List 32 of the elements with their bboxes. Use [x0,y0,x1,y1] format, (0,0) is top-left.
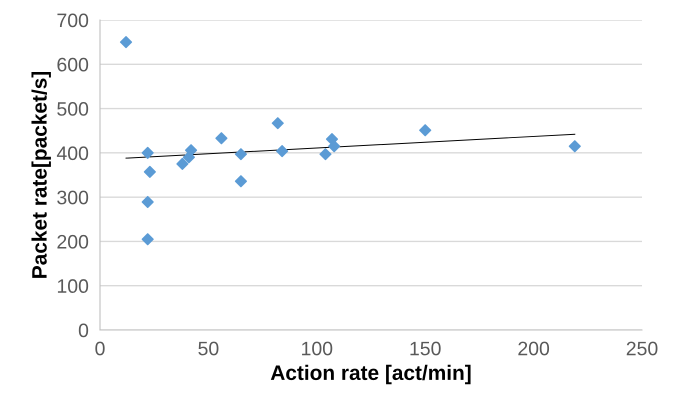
point [234,148,247,160]
point [272,117,284,130]
y-tick-label: 600 [57,58,88,72]
y-tick-label: 300 [57,190,88,204]
point [419,124,432,136]
y-tick-label: 400 [56,146,88,160]
point [184,144,198,156]
x-tick-label: 0 [95,342,105,356]
y-tick-label: 100 [58,279,88,293]
point [142,146,154,159]
y-tick-label: 200 [57,234,88,249]
y-axis-title: Packet rate[packet/s] [31,72,51,278]
point [142,233,154,246]
point [276,145,288,158]
point [176,158,188,170]
point [328,140,340,152]
x-tick-label: 150 [410,342,441,356]
point [319,148,332,160]
y-tick-label: 700 [57,13,88,28]
point [120,36,132,48]
x-tick-label: 250 [626,342,658,356]
point [144,166,156,178]
point [142,196,154,208]
y-tick-label: 0 [78,323,88,338]
x-tick-label: 100 [302,342,332,356]
point [234,175,247,188]
x-tick-label: 200 [518,342,550,356]
y-tick-label: 500 [57,102,88,116]
x-tick-label: 50 [198,342,218,356]
point [215,132,228,144]
point [568,140,581,152]
x-axis-title: Action rate [act/min] [270,364,471,384]
